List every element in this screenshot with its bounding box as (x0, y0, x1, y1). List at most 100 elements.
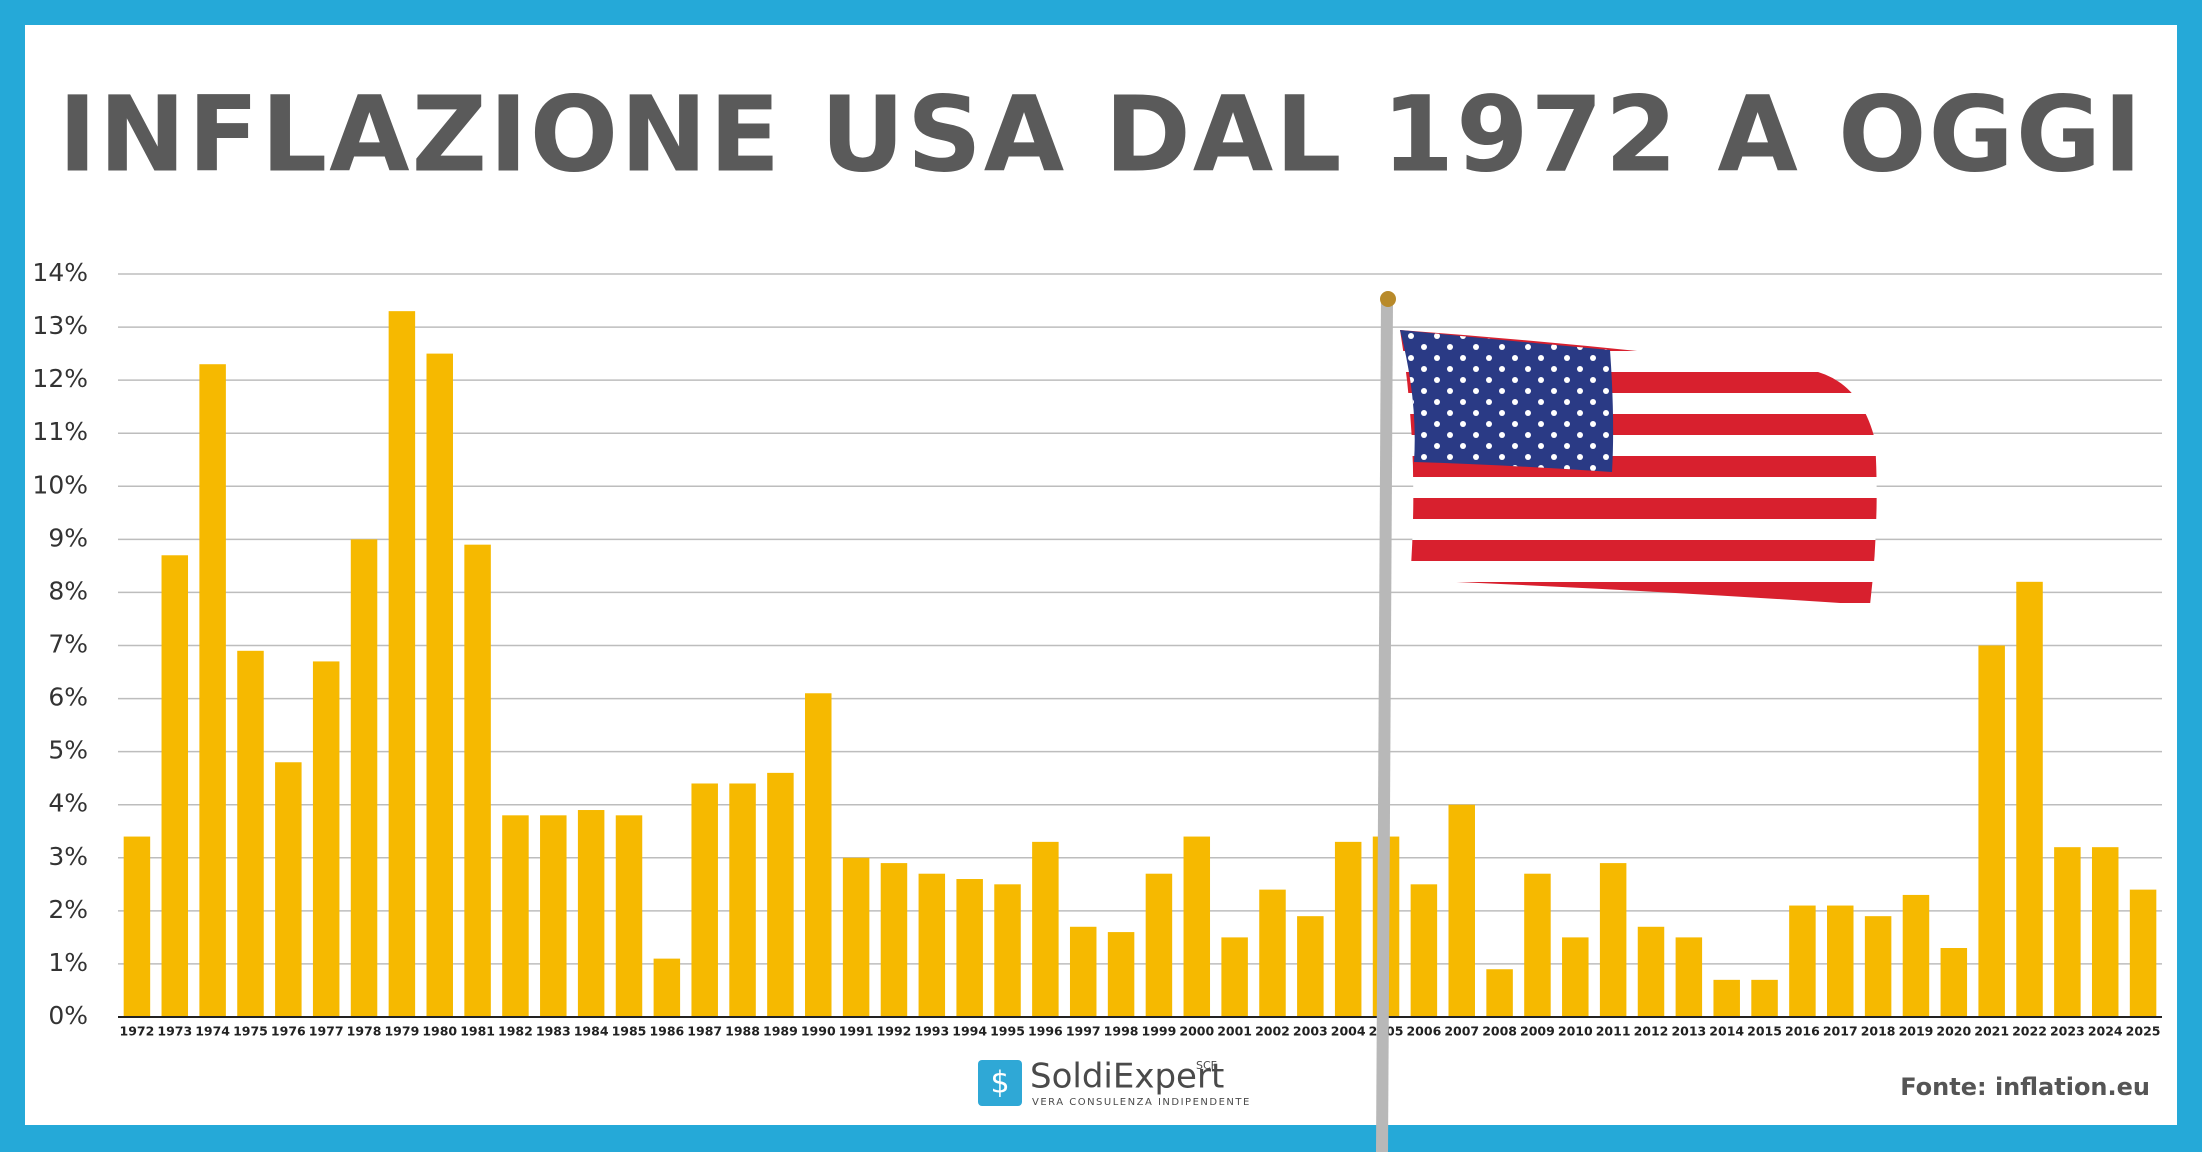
x-tick-label: 1979 (384, 1024, 419, 1039)
bar (729, 783, 756, 1017)
bar (350, 539, 378, 1017)
bar (1107, 932, 1135, 1017)
x-tick-label: 1980 (422, 1024, 457, 1039)
y-tick-label: 7% (48, 630, 88, 659)
flag-stars (1400, 330, 1614, 472)
y-tick-label: 14% (32, 258, 88, 287)
flag (1376, 291, 1877, 1152)
bar (615, 815, 643, 1017)
logo: $ SoldiExpert SCF VERA CONSULENZA INDIPE… (978, 1057, 1251, 1108)
logo-tagline: VERA CONSULENZA INDIPENDENTE (1032, 1097, 1251, 1108)
x-tick-label: 1987 (687, 1024, 722, 1039)
y-tick-label: 3% (48, 842, 88, 871)
bar (1562, 937, 1589, 1017)
bar (1675, 937, 1703, 1017)
x-tick-label: 2003 (1293, 1024, 1328, 1039)
bar (1145, 873, 1173, 1017)
bar (464, 544, 491, 1017)
bar (1259, 889, 1286, 1017)
x-tick-label: 2009 (1520, 1024, 1555, 1039)
bar (1221, 937, 1248, 1017)
x-tick-label: 1984 (574, 1024, 609, 1039)
x-tick-label: 2014 (1709, 1024, 1744, 1039)
x-tick-label: 1995 (990, 1024, 1025, 1039)
x-tick-label: 2012 (1634, 1024, 1669, 1039)
bar (653, 958, 681, 1017)
bar (123, 836, 151, 1017)
x-tick-label: 1974 (195, 1024, 230, 1039)
x-tick-label: 1993 (914, 1024, 949, 1039)
bar (1032, 841, 1059, 1017)
x-tick-label: 2007 (1444, 1024, 1479, 1039)
x-tick-label: 2021 (1974, 1024, 2009, 1039)
bar (540, 815, 567, 1017)
bar (312, 661, 340, 1017)
logo-name: SoldiExpert (1030, 1057, 1224, 1097)
y-tick-label: 5% (48, 736, 88, 765)
x-tick-label: 2010 (1558, 1024, 1593, 1039)
bar (805, 693, 832, 1017)
x-tick-label: 1998 (1104, 1024, 1139, 1039)
bar (1297, 916, 1324, 1017)
bar (1713, 979, 1740, 1017)
bar (1978, 645, 2005, 1017)
x-tick-label: 2024 (2088, 1024, 2123, 1039)
x-tick-label: 1972 (120, 1024, 155, 1039)
x-tick-label: 2020 (1936, 1024, 1971, 1039)
bar (1599, 863, 1627, 1017)
bar (161, 555, 189, 1017)
x-tick-label: 1996 (1028, 1024, 1063, 1039)
x-tick-label: 2013 (1671, 1024, 1706, 1039)
plot: 0%1%2%3%4%5%6%7%8%9%10%11%12%13%14%1972 1… (32, 258, 2162, 1039)
y-tick-label: 4% (48, 789, 88, 818)
x-tick-label: 2006 (1406, 1024, 1441, 1039)
bar (1410, 884, 1438, 1017)
bar (767, 772, 794, 1017)
y-tick-label: 0% (48, 1001, 88, 1030)
flag-finial (1380, 291, 1396, 307)
x-tick-label: 1997 (1066, 1024, 1101, 1039)
bar (199, 364, 226, 1017)
y-tick-label: 9% (48, 523, 88, 552)
x-tick-label: 1983 (536, 1024, 571, 1039)
x-tick-label: 2008 (1482, 1024, 1517, 1039)
x-tick-label: 1973 (157, 1024, 192, 1039)
bar (1524, 873, 1551, 1017)
x-tick-label: 1982 (498, 1024, 533, 1039)
logo-mark: SCF (1196, 1059, 1217, 1072)
y-tick-label: 12% (32, 364, 88, 393)
bar (918, 873, 946, 1017)
x-tick-label: 1990 (801, 1024, 836, 1039)
bar (2091, 847, 2119, 1017)
bar (2129, 889, 2157, 1017)
logo-icon (978, 1060, 1022, 1106)
x-tick-label: 2016 (1785, 1024, 1820, 1039)
x-tick-label: 2019 (1899, 1024, 1934, 1039)
x-tick-label: 1977 (309, 1024, 344, 1039)
bar (691, 783, 718, 1017)
bar (1940, 948, 1968, 1017)
x-tick-label: 2004 (1331, 1024, 1366, 1039)
x-tick-label: 2000 (1179, 1024, 1214, 1039)
bar (275, 762, 302, 1017)
y-tick-label: 2% (48, 895, 88, 924)
x-tick-label: 2001 (1217, 1024, 1252, 1039)
bar (2054, 847, 2081, 1017)
bar (1183, 836, 1211, 1017)
bar (1069, 926, 1097, 1017)
bar (956, 879, 983, 1017)
x-tick-label: 1992 (877, 1024, 912, 1039)
x-tick-label: 1985 (612, 1024, 647, 1039)
x-tick-label: 2015 (1747, 1024, 1782, 1039)
y-tick-label: 1% (48, 948, 88, 977)
bar (502, 815, 529, 1017)
y-tick-label: 10% (32, 470, 88, 499)
y-tick-label: 8% (48, 576, 88, 605)
bar (577, 810, 605, 1017)
x-tick-label: 1976 (271, 1024, 306, 1039)
x-tick-label: 2022 (2012, 1024, 2047, 1039)
x-tick-label: 2011 (1596, 1024, 1631, 1039)
bar (1751, 979, 1778, 1017)
bar (1864, 916, 1892, 1017)
